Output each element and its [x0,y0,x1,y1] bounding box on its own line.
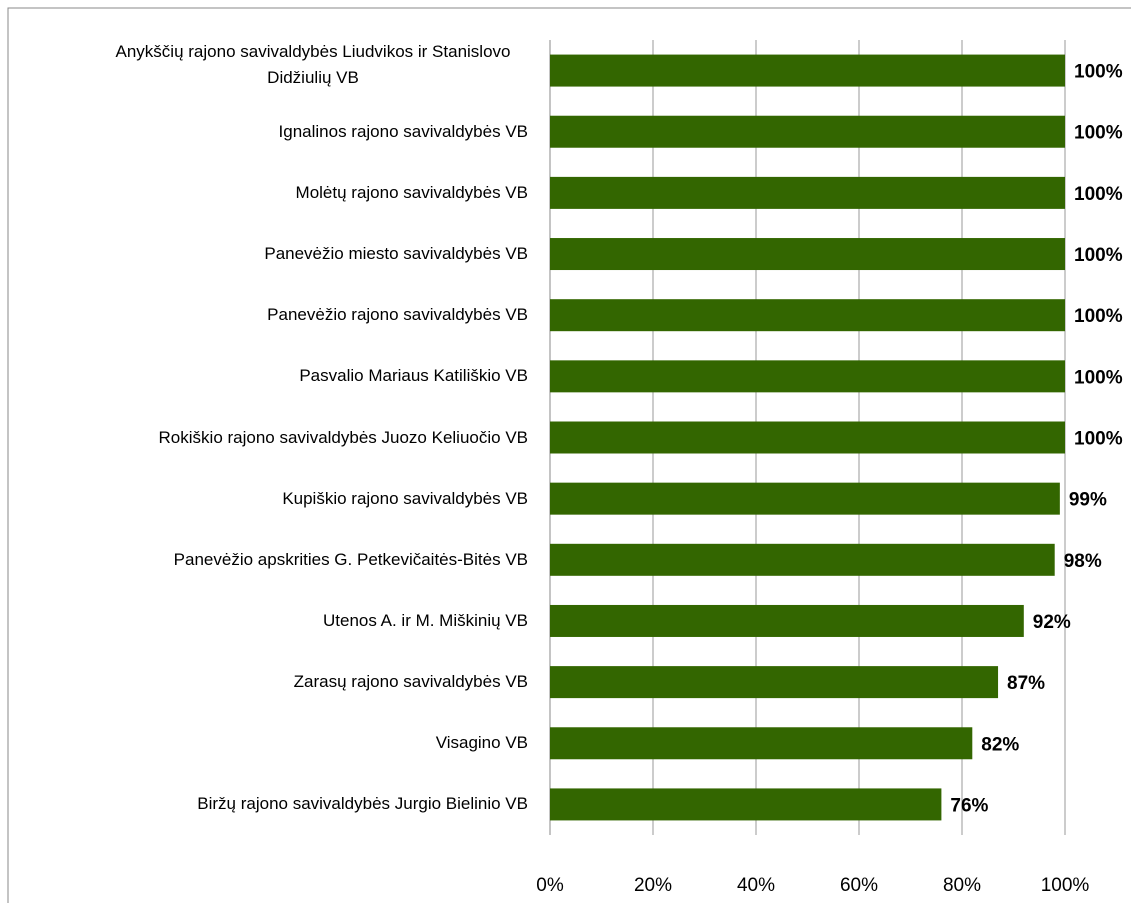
bar [550,176,1065,209]
category-label-box: Ignalinos rajono savivaldybės VB [0,102,528,162]
data-label: 100% [1074,123,1123,144]
data-label: 76% [950,795,988,816]
category-label-box: Panevėžio apskrities G. Petkevičaitės-Bi… [0,530,528,590]
category-label-box: Utenos A. ir M. Miškinių VB [0,591,528,651]
category-label-box: Panevėžio miesto savivaldybės VB [0,224,528,284]
data-label: 100% [1074,306,1123,327]
y-tick-label: Kupiškio rajono savivaldybės VB [282,488,528,508]
x-tick-label: 0% [536,875,564,896]
x-tick-label: 80% [943,875,981,896]
category-label-box: Kupiškio rajono savivaldybės VB [0,469,528,529]
data-label: 92% [1033,612,1071,633]
bar [550,543,1055,576]
y-tick-label: Pasvalio Mariaus Katiliškio VB [299,366,528,386]
category-label-box: Anykščių rajono savivaldybės Liudvikos i… [0,35,528,95]
bar [550,666,999,699]
data-label: 100% [1074,184,1123,205]
y-tick-label: Zarasų rajono savivaldybės VB [293,672,528,692]
data-label: 99% [1069,490,1107,511]
data-label: 98% [1064,551,1102,572]
category-label-box: Pasvalio Mariaus Katiliškio VB [0,346,528,406]
y-tick-label: Ignalinos rajono savivaldybės VB [278,121,528,141]
bar [550,360,1065,393]
category-label-box: Rokiškio rajono savivaldybės Juozo Keliu… [0,408,528,468]
y-tick-label: Visagino VB [435,733,528,753]
bar [550,604,1024,637]
category-label-box: Biržų rajono savivaldybės Jurgio Bielini… [0,774,528,834]
category-label-box: Panevėžio rajono savivaldybės VB [0,285,528,345]
category-label-box: Zarasų rajono savivaldybės VB [0,652,528,712]
data-label: 100% [1074,245,1123,266]
bar [550,115,1065,148]
data-label: 100% [1074,62,1123,83]
chart-frame [7,7,1131,903]
data-label: 82% [981,734,1019,755]
x-tick-label: 60% [840,875,878,896]
bar [550,238,1065,271]
x-tick-label: 20% [634,875,672,896]
bar [550,54,1065,87]
category-label-box: Molėtų rajono savivaldybės VB [0,163,528,223]
y-tick-label: Panevėžio apskrities G. Petkevičaitės-Bi… [173,549,528,569]
data-label: 100% [1074,367,1123,388]
bar [550,299,1065,332]
y-tick-label: Rokiškio rajono savivaldybės Juozo Keliu… [158,427,528,447]
data-label: 87% [1007,673,1045,694]
bar [550,421,1065,454]
bar [550,788,942,821]
y-tick-label: Molėtų rajono savivaldybės VB [295,182,528,202]
y-tick-label: Panevėžio rajono savivaldybės VB [267,305,528,325]
y-tick-label: Panevėžio miesto savivaldybės VB [264,244,528,264]
data-label: 100% [1074,429,1123,450]
bar [550,482,1060,515]
bar [550,727,973,760]
category-label-box: Visagino VB [0,713,528,773]
y-tick-label: Biržų rajono savivaldybės Jurgio Bielini… [197,794,528,814]
x-tick-label: 100% [1041,875,1090,896]
y-tick-label: Utenos A. ir M. Miškinių VB [322,610,528,630]
y-tick-label: Anykščių rajono savivaldybės Liudvikos i… [115,41,511,87]
x-tick-label: 40% [737,875,775,896]
